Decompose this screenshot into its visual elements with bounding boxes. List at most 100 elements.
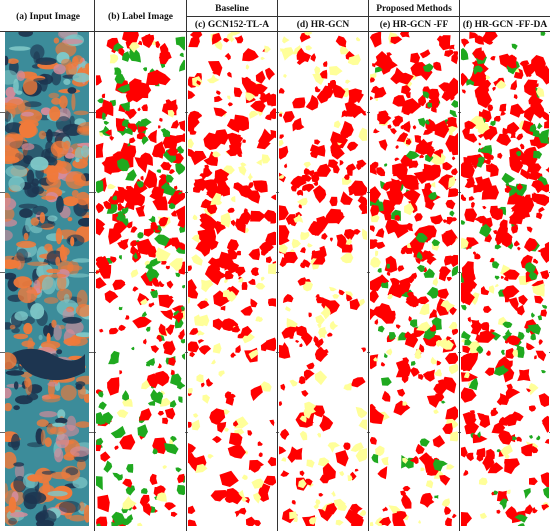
red-region — [243, 76, 251, 87]
yellow-region — [440, 300, 456, 313]
red-region — [472, 434, 488, 444]
red-region — [164, 407, 176, 420]
green-region — [147, 400, 156, 406]
red-region — [140, 175, 144, 181]
yellow-region — [306, 459, 315, 468]
satellite-patch — [56, 349, 63, 355]
green-region — [96, 437, 104, 446]
satellite-patch — [5, 86, 16, 98]
green-region — [118, 306, 123, 311]
red-region — [395, 145, 399, 149]
red-region — [134, 157, 148, 174]
red-region — [314, 86, 321, 93]
red-region — [141, 104, 148, 112]
red-region — [188, 116, 200, 128]
red-region — [483, 305, 492, 313]
red-region — [327, 81, 336, 91]
yellow-region — [315, 499, 321, 505]
yellow-region — [355, 406, 367, 419]
red-region — [341, 110, 348, 118]
red-region — [424, 182, 432, 191]
yellow-region — [471, 292, 480, 306]
red-region — [514, 240, 520, 247]
yellow-region — [227, 95, 231, 100]
red-region — [378, 139, 388, 151]
yellow-region — [385, 348, 393, 356]
red-region — [296, 189, 304, 196]
satellite-patch — [48, 273, 67, 278]
green-region — [117, 83, 132, 93]
red-region — [129, 78, 142, 92]
satellite-patch — [44, 437, 52, 448]
red-region — [464, 120, 477, 130]
yellow-region — [468, 115, 485, 129]
red-region — [427, 88, 440, 101]
red-region — [505, 387, 521, 401]
green-region — [537, 315, 542, 321]
red-region — [124, 189, 130, 196]
red-region — [157, 410, 164, 416]
red-region — [169, 169, 175, 175]
green-region — [527, 324, 541, 335]
yellow-region — [373, 357, 379, 362]
red-region — [329, 237, 333, 242]
green-region — [98, 391, 104, 398]
satellite-patch — [24, 377, 31, 388]
yellow-region — [224, 279, 228, 284]
satellite-patch — [72, 72, 89, 83]
red-region — [370, 204, 380, 217]
red-region — [230, 492, 243, 505]
satellite-patch — [30, 303, 45, 320]
satellite-patch — [18, 203, 38, 209]
yellow-region — [191, 419, 201, 431]
satellite-patch — [17, 286, 38, 304]
red-region — [396, 388, 406, 397]
red-region — [142, 503, 152, 516]
header-proposed-methods: Proposed Methods — [376, 4, 452, 14]
red-region — [446, 336, 452, 341]
red-region — [189, 32, 203, 39]
green-region — [532, 130, 540, 138]
red-region — [241, 282, 248, 290]
green-region — [154, 234, 170, 247]
red-region — [137, 107, 141, 112]
red-region — [302, 259, 311, 268]
yellow-region — [375, 445, 385, 456]
red-region — [158, 174, 167, 181]
green-region — [127, 142, 131, 147]
col-label-input-image: (a) Input Image — [16, 12, 80, 22]
yellow-region — [438, 337, 454, 350]
red-region — [540, 309, 547, 317]
red-region — [247, 430, 253, 436]
red-region — [528, 405, 537, 412]
red-region — [476, 453, 484, 462]
red-region — [520, 168, 532, 180]
yellow-region — [420, 467, 425, 472]
red-region — [130, 226, 138, 233]
header-baseline: Baseline — [215, 4, 249, 14]
red-region — [255, 70, 266, 84]
green-region — [381, 377, 392, 386]
green-region — [461, 330, 471, 341]
green-region — [473, 65, 484, 75]
red-region — [387, 124, 392, 129]
yellow-region — [122, 496, 137, 510]
red-region — [410, 181, 420, 187]
red-region — [269, 419, 275, 427]
green-region — [179, 59, 185, 72]
green-region — [137, 232, 144, 239]
red-region — [118, 47, 125, 57]
red-region — [380, 310, 396, 324]
satellite-patch — [35, 57, 57, 65]
red-region — [126, 221, 133, 229]
green-region — [501, 349, 505, 355]
green-region — [508, 184, 517, 197]
green-region — [476, 345, 484, 354]
satellite-image — [5, 32, 89, 526]
red-region — [529, 477, 538, 486]
red-region — [444, 506, 452, 515]
red-region — [500, 234, 512, 248]
satellite-patch — [56, 195, 64, 213]
satellite-patch — [70, 446, 89, 457]
red-region — [252, 180, 268, 193]
